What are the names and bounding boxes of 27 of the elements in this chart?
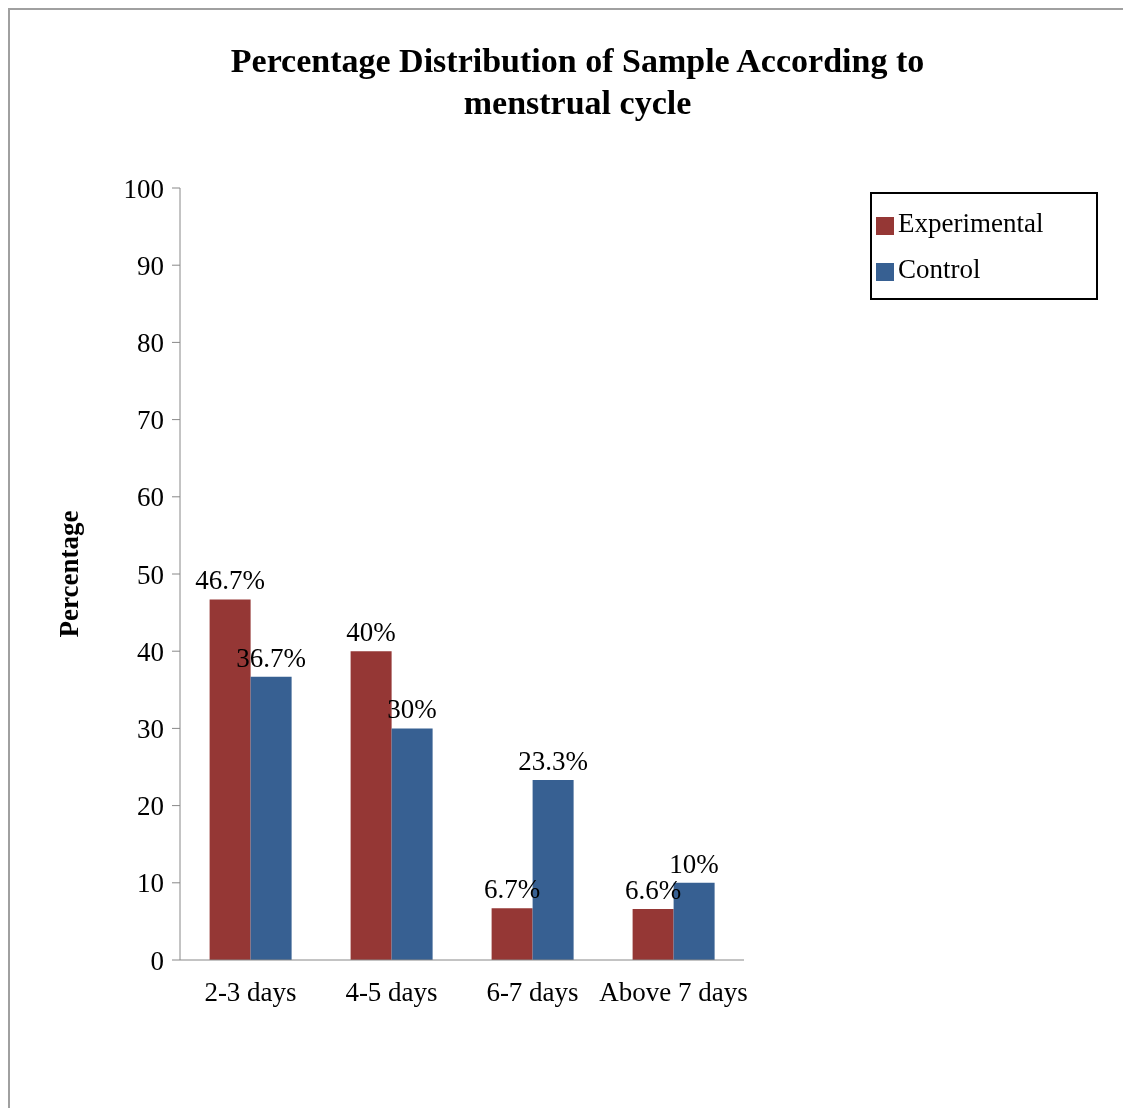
legend-label: Control — [898, 254, 981, 284]
legend-label: Experimental — [898, 208, 1044, 238]
y-tick-label: 70 — [137, 405, 164, 436]
y-tick-label: 80 — [137, 327, 164, 358]
x-tick-label: 4-5 days — [345, 977, 438, 1008]
data-label: 23.3% — [518, 746, 588, 777]
y-axis-title: Percentage — [53, 510, 84, 638]
bar — [391, 728, 433, 960]
bar — [491, 908, 533, 960]
x-tick-label: 6-7 days — [486, 977, 579, 1008]
y-tick-label: 50 — [137, 559, 164, 590]
y-tick-label: 40 — [137, 636, 164, 667]
y-tick-label: 20 — [137, 791, 164, 822]
data-label: 40% — [346, 617, 396, 648]
x-tick-label: Above 7 days — [599, 977, 748, 1008]
y-tick-label: 30 — [137, 713, 164, 744]
data-label: 10% — [669, 848, 719, 879]
bar — [250, 676, 292, 960]
x-tick-label: 2-3 days — [204, 977, 297, 1008]
y-tick-label: 90 — [137, 250, 164, 281]
data-label: 46.7% — [195, 565, 265, 596]
chart-title: Percentage Distribution of Sample According to menstrual cycle — [229, 41, 926, 123]
y-tick-label: 10 — [137, 868, 164, 899]
y-tick-label: 100 — [123, 173, 164, 204]
y-tick-label: 0 — [150, 945, 164, 976]
bar — [632, 909, 674, 960]
y-tick-label: 60 — [137, 482, 164, 513]
